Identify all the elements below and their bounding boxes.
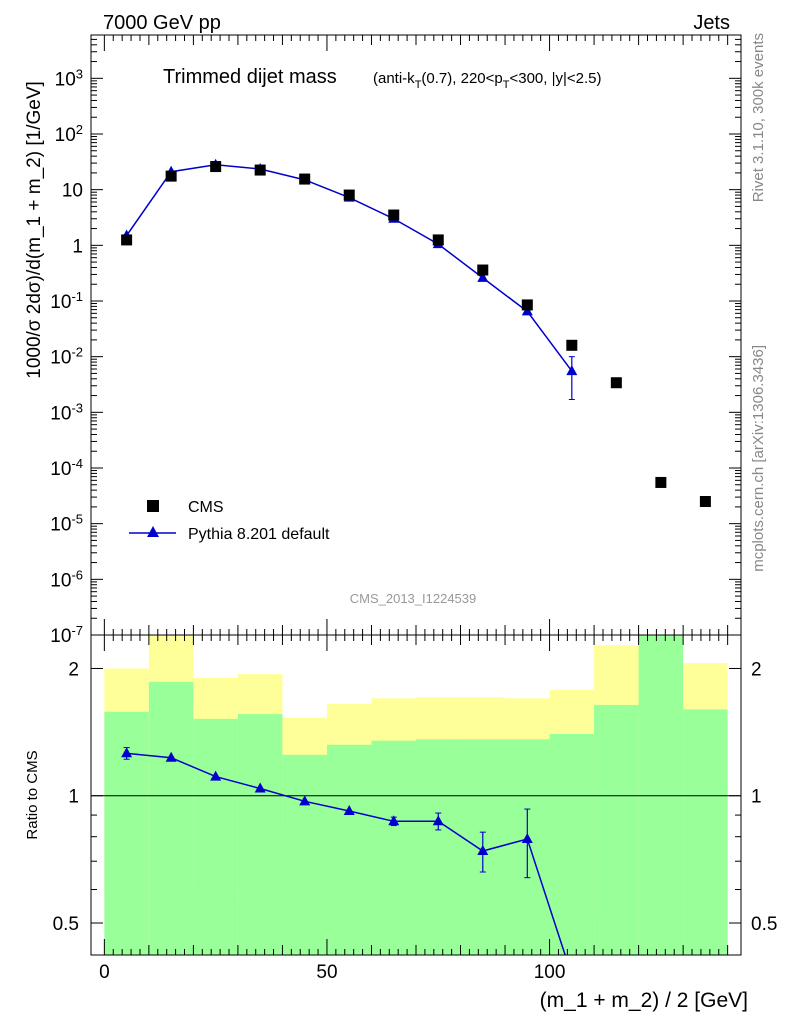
ratio-y-axis-label: Ratio to CMS [24,750,41,839]
cms-point [210,161,222,173]
main-x-axis-ticks [103,35,729,635]
ratio-pythia-point [432,815,444,826]
ratio-pythia-point [254,782,266,793]
main-y-tick-label: 10-6 [50,567,83,592]
cms-point [121,234,133,246]
main-y-tick-label: 1 [72,236,83,257]
ratio-uncertainty-bands [91,635,741,955]
ratio-green-band [549,733,595,955]
legend: CMS Pythia 8.201 default [129,499,330,543]
chart-title: Trimmed dijet mass [163,66,337,88]
pythia-point [566,365,578,376]
ratio-green-band [594,704,639,955]
cms-point [299,173,311,185]
ratio-green-band [148,681,194,955]
legend-pythia-marker [147,526,159,537]
main-panel: 10-7 10-6 10-5 10-4 10-3 10-2 10-1 1 10 102 103 Tr… [24,34,742,648]
main-y-tick-label: 10-4 [50,455,83,480]
ratio-pythia-point [477,845,489,856]
x-axis-label: (m_1 + m_2) / 2 [GeV] [540,989,748,1012]
ratio-y-tick-label: 0.5 [53,914,79,935]
cms-point [521,299,533,311]
ratio-pythia-point [210,770,222,781]
main-y-tick-label: 10-5 [50,511,83,536]
ratio-green-band [326,744,372,955]
cms-point [610,377,622,389]
cms-point [655,476,667,488]
ratio-pythia-point [299,795,311,806]
ratio-y-tick-label-right: 0.5 [751,914,777,935]
ratio-green-band [638,635,684,955]
cms-point [699,496,711,508]
x-tick-label: 50 [316,962,337,983]
main-y-axis-label: 1000/σ 2dσ)/d(m_1 + m_2) [1/GeV] [24,81,45,379]
cms-point [343,189,355,201]
ratio-panel: 0.5 0.5 1 1 2 2 0 50 100 Ratio to CMS (m_1 + m_… [24,634,778,1012]
main-y-tick-label: 102 [55,121,83,146]
ratio-x-axis: 0 50 100 [99,635,729,983]
ratio-pythia-point [521,833,533,844]
ratio-pythia-point [388,815,400,826]
x-tick-label: 100 [534,962,566,983]
analysis-watermark: CMS_2013_I1224539 [350,591,477,606]
main-y-tick-label: 10-2 [50,344,83,369]
cms-point [165,170,177,182]
mcplots-reference-label: mcplots.cern.ch [arXiv:1306.3436] [750,345,767,572]
ratio-y-tick-label: 2 [68,659,79,680]
legend-pythia-label: Pythia 8.201 default [188,526,330,543]
main-y-tick-label: 10-7 [50,623,83,648]
legend-cms-label: CMS [188,499,224,516]
cms-point [254,164,266,176]
ratio-green-band [193,718,238,955]
ratio-green-band [683,709,728,955]
cms-point [432,234,444,246]
cms-point [566,339,578,351]
ratio-green-band [282,754,327,955]
ratio-pythia-point [121,747,133,758]
ratio-y-tick-label: 1 [68,787,79,808]
main-y-tick-label: 10-3 [50,400,83,425]
cms-point [477,264,489,276]
main-y-tick-label: 103 [55,66,83,91]
chart-subtitle: (anti-kT(0.7), 220<pT<300, |y|<2.5) [373,70,602,91]
ratio-green-band [237,714,283,955]
main-y-tick-label: 10-1 [50,288,83,313]
ratio-pythia-point [343,805,355,816]
legend-cms-marker [147,500,159,512]
x-tick-label: 0 [99,962,110,983]
main-y-tick-label: 10 [62,181,83,202]
main-series-layer [121,158,711,508]
pythia-point [477,271,489,282]
category-label: Jets [693,12,730,34]
energy-label: 7000 GeV pp [103,12,221,34]
ratio-y-axis: 0.5 0.5 1 1 2 2 [53,659,778,935]
ratio-green-band [416,739,461,955]
ratio-series-layer [121,747,566,956]
ratio-green-band [371,740,416,955]
ratio-y-tick-label-right: 1 [751,787,762,808]
ratio-pythia-point [165,751,177,762]
cms-point [388,209,400,221]
rivet-version-label: Rivet 3.1.10, 300k events [750,33,767,202]
ratio-y-tick-label-right: 2 [751,659,762,680]
main-frame [90,34,742,636]
